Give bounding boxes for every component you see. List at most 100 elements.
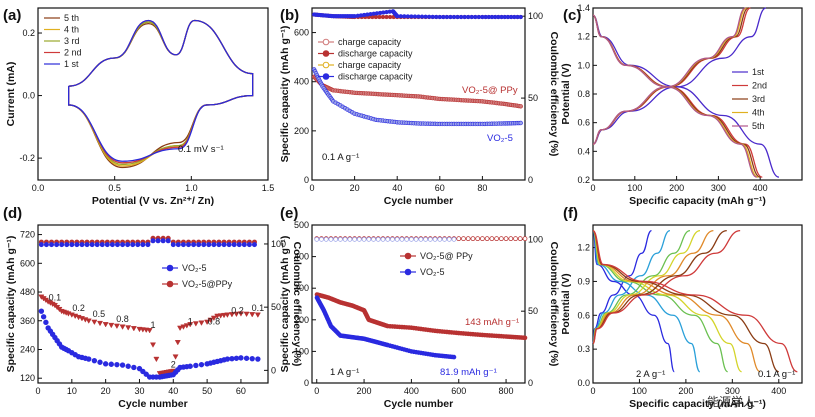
y-tick-label: 0.6: [577, 310, 590, 320]
x-axis-label: Specific capacity (mAh g⁻¹): [629, 398, 766, 410]
panel-label: (b): [280, 7, 299, 24]
y-tick-label: 0: [304, 175, 309, 185]
x-tick-label: 0: [590, 386, 595, 396]
y-tick-label: 0.8: [577, 89, 590, 99]
vo2-point: [249, 355, 255, 362]
vo2-efficiency-point: [180, 242, 186, 248]
x-tick-label: 0.5: [108, 183, 121, 193]
vo2-efficiency-point: [314, 236, 320, 242]
ppy-point: [153, 356, 160, 363]
efficiency-point: [423, 14, 428, 19]
x-tick-label: 60: [236, 386, 246, 396]
ppy-efficiency-point: [465, 236, 471, 242]
vo2-point: [143, 371, 149, 377]
vo2-point: [114, 361, 120, 368]
vo2-efficiency-point: [333, 236, 339, 242]
ppy-efficiency-point: [484, 236, 490, 242]
cv-curve: [68, 19, 254, 162]
vo2-efficiency-point: [337, 236, 343, 242]
y2-tick-label: 50: [271, 302, 281, 312]
x-tick-label: 300: [711, 183, 726, 193]
capacity-point: [518, 104, 523, 109]
legend-label: 3 rd: [64, 36, 80, 46]
vo2-efficiency-point: [236, 242, 242, 248]
discharge-curve: [592, 14, 761, 178]
ppy-efficiency-point: [522, 236, 528, 242]
scan-rate-label: 0.1 mV s⁻¹: [178, 144, 224, 155]
vo2-efficiency-point: [109, 242, 115, 248]
vo2-efficiency-point: [155, 238, 161, 244]
vo2-efficiency-point: [442, 236, 447, 242]
y-axis-label: Specific capacity (mAh g⁻¹): [279, 26, 291, 163]
rate-label: 0.8: [208, 316, 221, 326]
efficiency-point: [402, 14, 407, 19]
efficiency-point: [412, 14, 418, 19]
y-axis-label: Specific capacity (mAh g⁻¹): [5, 236, 17, 373]
x-tick-label: 400: [753, 183, 768, 193]
legend-marker: [404, 268, 412, 276]
efficiency-point: [444, 14, 450, 20]
efficiency-point: [451, 14, 457, 20]
y-tick-label: 600: [20, 258, 35, 268]
x-tick-label: 400: [404, 386, 419, 396]
cv-curve: [68, 19, 254, 169]
ppy-final-capacity: 143 mAh g⁻¹: [465, 317, 519, 328]
panel-a: (a) 0.0 0.5 1.0 1.5 -0.2 0.0 0.2 Potential (V vs…: [3, 7, 274, 207]
vo2-point: [40, 314, 47, 320]
x-tick-label: 0: [590, 183, 595, 193]
y-tick-label: 240: [20, 344, 35, 354]
efficiency-point: [466, 14, 471, 20]
y-axis-label: Potential (V): [560, 273, 572, 334]
rate-label-high: 2 A g⁻¹: [636, 369, 665, 380]
ppy-point: [119, 324, 126, 330]
x-tick-label: 80: [477, 183, 487, 193]
y-tick-label: -0.2: [19, 153, 35, 163]
ppy-efficiency-point: [494, 236, 500, 242]
panel-label: (a): [3, 7, 21, 24]
rate-label: 0.1: [252, 303, 265, 313]
vo2-efficiency-point: [375, 236, 381, 242]
ppy-point: [96, 320, 104, 327]
ppy-efficiency-point: [479, 236, 485, 242]
vo2-efficiency-point: [130, 242, 136, 248]
vo2-final-capacity: 81.9 mAh g⁻¹: [440, 367, 497, 378]
rate-label: 0.2: [231, 306, 244, 316]
panel-c: (c) 0 100 200 300 400 0.2 0.4 0.6 0.8 1.0 1.2 1.4 Spe…: [560, 3, 803, 207]
vo2-efficiency-point: [451, 236, 457, 242]
plot-frame: [592, 7, 803, 181]
vo2-efficiency-point: [231, 242, 237, 248]
vo2-efficiency-point: [371, 236, 376, 242]
y-tick-label: 400: [294, 252, 309, 262]
efficiency-point: [434, 14, 439, 20]
y-axis-label: Current (mA): [5, 62, 17, 127]
vo2-point: [119, 362, 126, 368]
x-tick-label: 0: [309, 183, 314, 193]
x-tick-label: 200: [678, 386, 693, 396]
vo2-efficiency-point: [404, 236, 410, 242]
ppy-efficiency-point: [475, 236, 481, 242]
ppy-point: [91, 319, 98, 326]
efficiency-point: [398, 14, 403, 19]
vo2-point: [108, 361, 114, 367]
rate-label: 1: [188, 316, 193, 326]
vo2-efficiency-point: [186, 242, 192, 248]
ppy-efficiency-point: [470, 236, 476, 242]
vo2-point: [86, 356, 92, 362]
charge-curve: [592, 229, 741, 345]
x-tick-label: 40: [392, 183, 402, 193]
ppy-point: [113, 323, 120, 330]
ppy-point: [237, 311, 244, 317]
vo2-point: [198, 361, 205, 368]
efficiency-point: [476, 14, 482, 20]
ppy-point: [224, 312, 231, 318]
vo2-point: [238, 355, 244, 361]
ppy-point: [249, 312, 256, 318]
vo2-efficiency-point: [74, 242, 80, 248]
discharge-curve: [592, 229, 798, 373]
vo2-efficiency-point: [408, 236, 414, 242]
ppy-point: [204, 319, 211, 326]
ppy-point: [522, 335, 528, 341]
efficiency-point: [455, 14, 460, 20]
y-tick-label: 1.0: [577, 60, 590, 70]
ppy-point: [174, 340, 181, 346]
